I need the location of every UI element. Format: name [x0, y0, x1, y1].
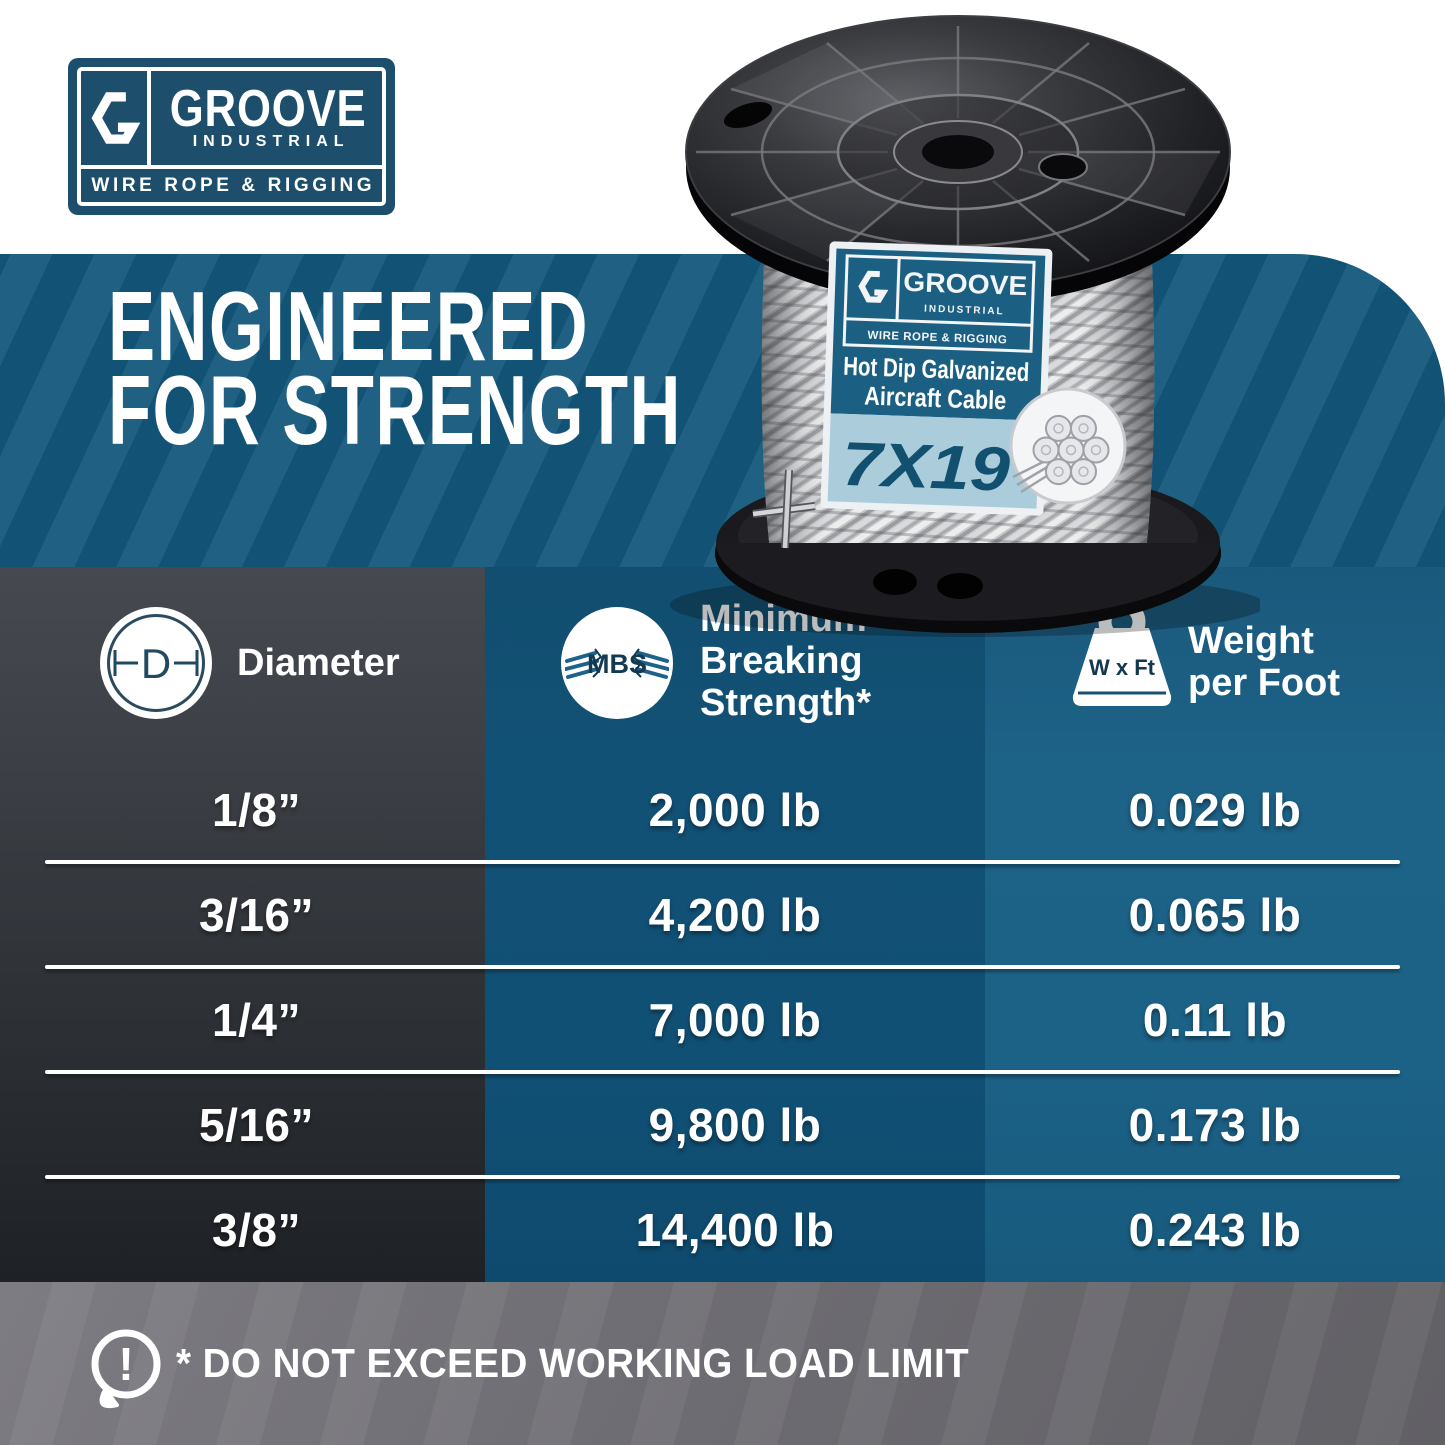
row-divider — [45, 1175, 1400, 1179]
row-diameter: 1/8” — [212, 783, 301, 836]
mbs-icon-text: MBS — [587, 649, 647, 679]
row-mbs: 9,800 lb — [648, 1098, 822, 1151]
label-industry: INDUSTRIAL — [924, 304, 1005, 318]
table-row: 1/8” 2,000 lb 0.029 lb — [0, 757, 1445, 862]
row-diameter: 1/4” — [212, 993, 301, 1046]
headline-line-2: FOR STRENGTH — [108, 355, 682, 465]
row-divider — [45, 860, 1400, 864]
mbs-label-line3: Strength* — [700, 682, 871, 724]
brand-logo-frame: GROOVE INDUSTRIAL WIRE ROPE & RIGGING — [77, 67, 386, 206]
row-weight: 0.11 lb — [1142, 993, 1288, 1046]
weight-icon-text: W x Ft — [1089, 655, 1156, 680]
label-tagline: WIRE ROPE & RIGGING — [867, 330, 1007, 347]
diameter-icon: D — [100, 607, 212, 719]
table-column-bg-weight — [985, 567, 1445, 1282]
loose-cable-end — [752, 469, 816, 549]
hero-band — [0, 254, 1445, 567]
alert-icon: ! — [84, 1324, 168, 1417]
table-row: 3/8” 14,400 lb 0.243 lb — [0, 1177, 1445, 1282]
row-weight: 0.173 lb — [1128, 1098, 1302, 1151]
row-weight: 0.065 lb — [1128, 888, 1302, 941]
weight-label-line2: per Foot — [1188, 662, 1340, 704]
column-header-mbs: Minimum Breaking Strength* — [700, 598, 871, 724]
row-diameter: 3/8” — [212, 1203, 301, 1256]
label-product-line1: Hot Dip Galvanized — [843, 351, 1030, 387]
row-weight: 0.243 lb — [1128, 1203, 1302, 1256]
headline: ENGINEERED FOR STRENGTH — [108, 271, 682, 465]
table-row: 3/16” 4,200 lb 0.065 lb — [0, 862, 1445, 967]
svg-text:!: ! — [118, 1338, 133, 1390]
column-header-diameter: Diameter — [237, 642, 400, 684]
row-divider — [45, 1070, 1400, 1074]
flange-hole — [937, 573, 983, 599]
row-mbs: 2,000 lb — [648, 783, 822, 836]
table-row: 5/16” 9,800 lb 0.173 lb — [0, 1072, 1445, 1177]
label-product-line2: Aircraft Cable — [864, 381, 1007, 416]
label-construction: 7X19 — [841, 430, 1012, 505]
row-diameter: 3/16” — [198, 888, 315, 941]
footer-stripes — [0, 1282, 1445, 1445]
row-weight: 0.029 lb — [1128, 783, 1302, 836]
headline-line-1: ENGINEERED — [108, 271, 589, 381]
hero-band-stripes — [0, 254, 1445, 567]
brand-industry: INDUSTRIAL — [192, 132, 350, 150]
flange-hole — [873, 569, 917, 595]
label-brand: GROOVE — [903, 267, 1028, 301]
disclaimer-text: * DO NOT EXCEED WORKING LOAD LIMIT — [176, 1340, 970, 1386]
mbs-icon: MBS — [561, 607, 673, 719]
table-row: 1/4” 7,000 lb 0.11 lb — [0, 967, 1445, 1072]
row-divider — [45, 965, 1400, 969]
label-g-icon — [858, 270, 889, 303]
brand-tagline: WIRE ROPE & RIGGING — [91, 174, 376, 196]
brand-name: GROOVE — [169, 79, 367, 138]
table-column-bg-diameter — [0, 567, 485, 1282]
brand-logo: GROOVE INDUSTRIAL WIRE ROPE & RIGGING — [68, 58, 395, 215]
spool-top-flange — [685, 15, 1231, 305]
cable-cross-section-icon — [1009, 387, 1127, 505]
groove-g-icon — [81, 71, 151, 165]
mbs-label-line2: Breaking — [700, 640, 863, 682]
row-mbs: 7,000 lb — [648, 993, 822, 1046]
row-mbs: 4,200 lb — [648, 888, 822, 941]
spool-label: GROOVE INDUSTRIAL WIRE ROPE & RIGGING Ho… — [820, 241, 1053, 516]
row-mbs: 14,400 lb — [635, 1203, 835, 1256]
cable-spool-image: GROOVE INDUSTRIAL WIRE ROPE & RIGGING Ho… — [670, 15, 1260, 637]
column-header-weight: Weight per Foot — [1188, 620, 1340, 704]
row-diameter: 5/16” — [198, 1098, 315, 1151]
footer-band — [0, 1282, 1445, 1445]
weight-label-line1: Weight — [1188, 620, 1314, 662]
